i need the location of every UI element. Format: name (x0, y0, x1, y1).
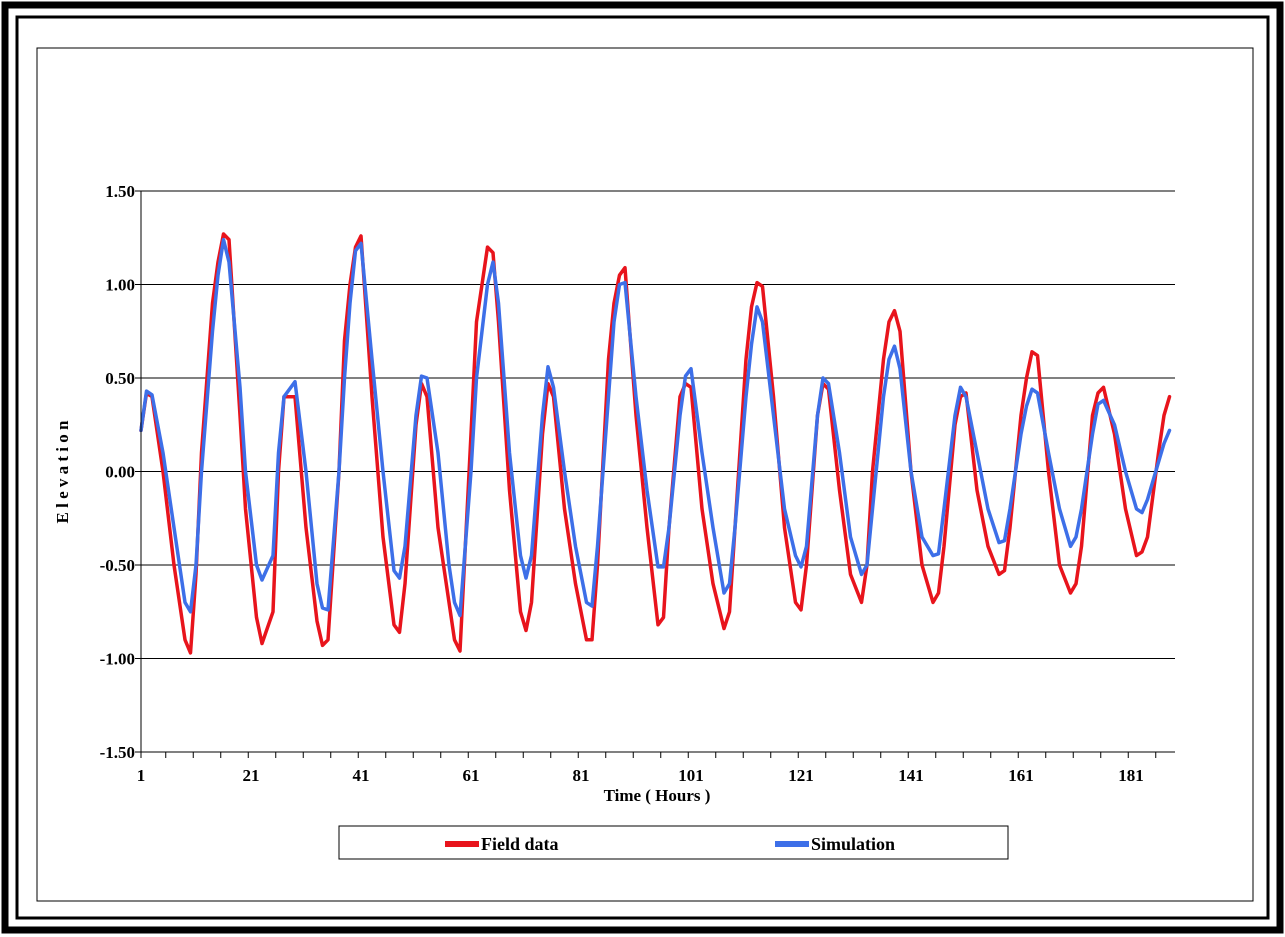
series-line-field-data (139, 232, 1172, 655)
y-tick-label-0: 1.50 (105, 182, 135, 201)
chart-area-border (36, 47, 1254, 902)
y-tick-labels: 1.50 1.00 0.50 0.00 -0.50 -1.00 -1.50 (100, 182, 135, 762)
y-tick-label-3: 0.00 (105, 463, 135, 482)
x-tick-labels: 1 21 41 61 81 101 121 141 161 181 (137, 766, 1144, 785)
x-axis-title: Time ( Hours ) (604, 786, 711, 805)
plot-series (139, 232, 1172, 655)
x-tick-label-1: 21 (243, 766, 260, 785)
x-tick-label-6: 121 (788, 766, 814, 785)
y-axis-title: E l e v a t i o n (53, 420, 72, 523)
y-tick-label-4: -0.50 (100, 556, 135, 575)
axes (135, 190, 1175, 758)
series-line-simulation (139, 237, 1172, 618)
y-tick-label-5: -1.00 (100, 650, 135, 669)
x-tick-label-8: 161 (1008, 766, 1034, 785)
y-tick-label-2: 0.50 (105, 369, 135, 388)
y-tick-label-1: 1.00 (105, 276, 135, 295)
x-tick-label-3: 61 (463, 766, 480, 785)
x-tick-label-5: 101 (678, 766, 704, 785)
x-tick-label-9: 181 (1118, 766, 1144, 785)
frame-border-middle (15, 15, 1270, 920)
y-tick-label-6: -1.50 (100, 743, 135, 762)
x-tick-label-4: 81 (573, 766, 590, 785)
legend-label-field-data: Field data (481, 834, 559, 854)
legend-label-simulation: Simulation (811, 834, 895, 854)
x-tick-label-0: 1 (137, 766, 146, 785)
legend: Field data Simulation (338, 825, 1009, 860)
x-tick-label-7: 141 (898, 766, 924, 785)
legend-box (338, 825, 1009, 860)
x-tick-label-2: 41 (353, 766, 370, 785)
